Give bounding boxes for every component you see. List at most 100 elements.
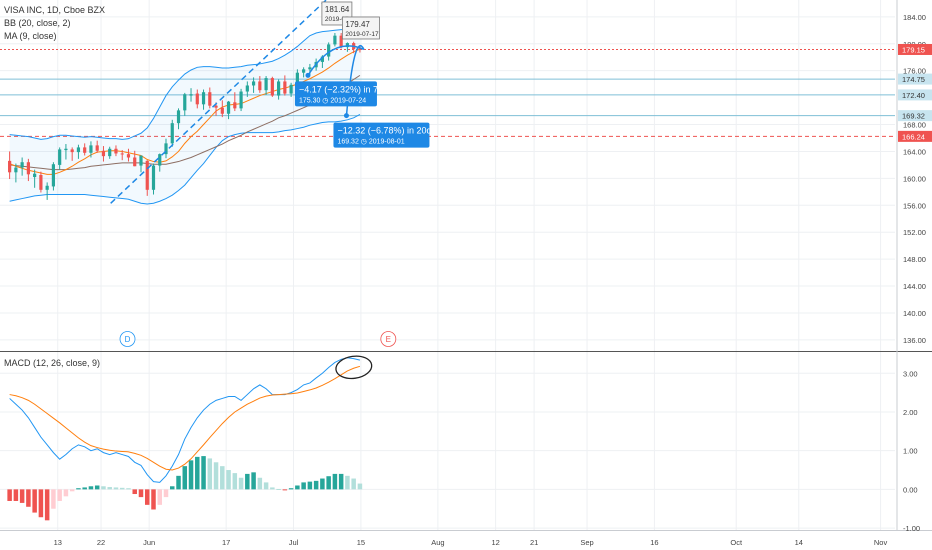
candle-body — [308, 67, 312, 70]
candle-body — [220, 107, 224, 114]
projection-target-text: 169.32 ◷ 2019-08-01 — [337, 139, 404, 146]
candle — [245, 81, 249, 97]
price-axis: 184.00180.00176.00168.00164.00160.00156.… — [898, 13, 932, 345]
projection-box[interactable]: −12.32 (−6.78%) in 20d 169.32 ◷ 2019-08-0… — [333, 122, 432, 148]
candle — [164, 138, 168, 159]
candle-body — [195, 93, 199, 105]
time-tick-label: 22 — [97, 538, 105, 547]
candle — [133, 150, 137, 167]
price-tick-label: 176.00 — [903, 67, 926, 76]
earnings-marker[interactable]: E — [380, 331, 397, 347]
candle — [14, 163, 18, 183]
histogram-bar — [51, 489, 56, 509]
histogram-bar — [82, 487, 87, 490]
candle-body — [8, 160, 12, 173]
trendline — [110, 0, 328, 204]
histogram-bar — [351, 478, 356, 490]
histogram-bar — [357, 483, 363, 490]
candle — [8, 151, 12, 180]
macd-histogram — [7, 456, 363, 521]
candle — [64, 144, 68, 160]
candle — [51, 162, 56, 191]
candle — [220, 100, 224, 118]
time-tick-label: 13 — [54, 538, 62, 547]
bb-lower-line — [9, 113, 361, 205]
candle — [208, 87, 212, 109]
bb-indicator-label[interactable]: BB (20, close, 2) — [4, 18, 71, 28]
macd-tick-label: -1.00 — [903, 524, 920, 533]
histogram-bar — [176, 475, 181, 490]
price-tag-label: 169.32 — [902, 112, 925, 121]
candle-body — [108, 148, 112, 157]
candle-body — [83, 147, 87, 153]
candle-body — [226, 101, 231, 114]
histogram-bar — [151, 489, 156, 510]
event-marker-letter: D — [125, 335, 131, 344]
candle-body — [139, 155, 143, 166]
bb-fill — [9, 29, 360, 204]
candle — [183, 92, 187, 116]
macd-indicator-label[interactable]: MACD (12, 26, close, 9) — [4, 358, 101, 368]
price-tick-label: 168.00 — [903, 121, 926, 130]
candle-body — [189, 94, 193, 96]
candle-body — [283, 81, 287, 94]
histogram-bar — [257, 477, 263, 490]
projection-point — [305, 72, 311, 78]
histogram-bar — [282, 489, 288, 491]
time-tick-label: Aug — [431, 538, 444, 547]
projection-box-bg — [333, 122, 430, 148]
price-tag: 172.40 — [898, 89, 932, 101]
histogram-bar — [157, 489, 163, 505]
candle — [226, 100, 231, 120]
macd-line — [9, 357, 361, 483]
price-tag-bg — [898, 43, 932, 55]
candle — [251, 77, 256, 93]
histogram-bar — [38, 489, 44, 518]
candle — [89, 141, 93, 158]
candle-body — [239, 91, 243, 109]
candle-body — [64, 148, 68, 151]
histogram-bar — [188, 460, 194, 490]
candle-body — [302, 69, 306, 73]
histogram-bar — [213, 462, 219, 490]
histogram-bar — [201, 456, 206, 490]
candle — [58, 147, 62, 170]
candle-body — [277, 81, 281, 96]
histogram-bar — [226, 470, 231, 490]
signal-line — [9, 365, 361, 471]
ma-indicator-label[interactable]: MA (9, close) — [4, 31, 57, 41]
candle — [233, 92, 237, 112]
price-tag-bg — [898, 110, 932, 122]
grid-lines — [0, 0, 895, 530]
histogram-bar — [170, 486, 175, 490]
circle-annotation — [335, 355, 373, 380]
histogram-bar — [288, 488, 294, 490]
projection-box[interactable]: −4.17 (−2.32%) in 7d 175.30 ◷ 2019-07-24 — [294, 81, 383, 107]
candle — [277, 79, 281, 100]
histogram-bar — [313, 480, 319, 490]
dividend-marker[interactable]: D — [119, 331, 136, 347]
projection-box-bg — [294, 81, 377, 107]
candle — [95, 140, 99, 153]
candle-body — [333, 35, 337, 45]
time-tick-label: 12 — [491, 538, 499, 547]
candle-body — [170, 123, 174, 144]
price-tag-label: 179.15 — [902, 45, 925, 54]
histogram-bar — [182, 466, 188, 490]
macd-legend: MACD (12, 26, close, 9) — [4, 357, 100, 370]
candle-body — [14, 167, 18, 173]
candle-body — [20, 162, 24, 168]
price-tag-bg — [898, 73, 932, 85]
candle — [114, 145, 118, 157]
candle — [126, 148, 131, 162]
histogram-bar — [7, 489, 12, 501]
close-callout-value: 179.47 — [345, 20, 370, 29]
histogram-bar — [301, 482, 306, 490]
chart-legend: VISA INC, 1D, Cboe BZX BB (20, close, 2)… — [4, 4, 105, 43]
price-tag-bg — [898, 89, 932, 101]
candle — [120, 150, 124, 161]
price-tick-label: 144.00 — [903, 282, 926, 291]
candle-body — [245, 85, 249, 92]
projection-change-text: −4.17 (−2.32%) in 7d — [299, 84, 383, 94]
